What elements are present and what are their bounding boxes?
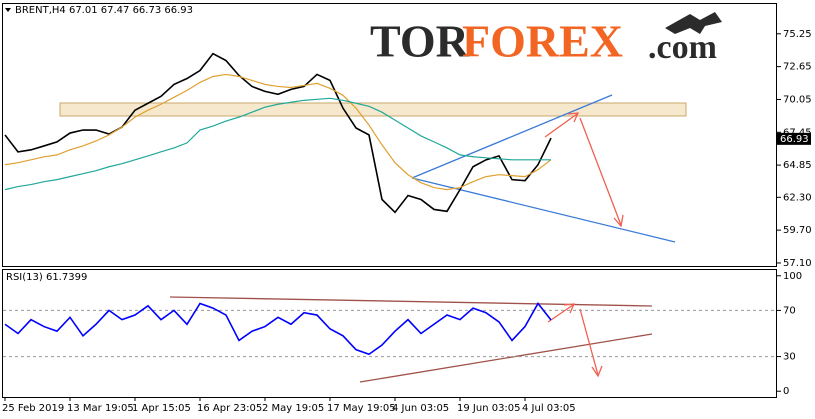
series-line — [4, 97, 551, 191]
watermark-tor: TOR — [370, 16, 470, 67]
y-tick-label: 75.25 — [783, 29, 812, 40]
watermark-forex: FOREX — [462, 16, 623, 67]
arrow — [579, 308, 599, 376]
y-tick-label: 67.45 — [783, 127, 812, 138]
x-tick-label: 13 Mar 19:05 — [67, 403, 134, 414]
series-line — [4, 302, 552, 356]
arrow — [547, 304, 574, 323]
main-panel — [2, 3, 777, 267]
last-price-box — [777, 132, 811, 145]
y-tick-label: 62.30 — [783, 192, 812, 203]
y-tick-label: 64.85 — [783, 160, 812, 171]
bull-logo — [665, 12, 722, 34]
y-tick-label: 72.65 — [783, 62, 812, 73]
y-tick-label: 70 — [783, 305, 796, 316]
x-tick-label: 4 Jun 03:05 — [392, 403, 449, 414]
y-tick-label: 59.70 — [783, 225, 812, 236]
y-tick-label: 57.10 — [783, 258, 812, 269]
rsi-title: RSI(13) 61.7399 — [6, 272, 87, 283]
x-tick-label: 4 Jul 03:05 — [522, 403, 576, 414]
watermark-com: .com — [648, 29, 717, 66]
series-line — [4, 73, 552, 191]
x-tick-label: 17 May 19:05 — [327, 403, 396, 414]
y-tick-label: 70.05 — [783, 94, 812, 105]
x-tick-label: 16 Apr 23:05 — [197, 403, 262, 414]
menu-triangle — [5, 8, 11, 12]
x-tick-label: 1 Apr 15:05 — [132, 403, 191, 414]
arrow-head — [563, 303, 576, 314]
annotations — [169, 94, 676, 383]
arrow — [544, 113, 578, 138]
arrow-head — [591, 365, 603, 378]
x-tick-label: 2 May 19:05 — [262, 403, 324, 414]
arrow-head — [613, 214, 624, 228]
y-tick-label: 30 — [783, 352, 796, 363]
trend-line — [359, 333, 653, 383]
arrow-head — [567, 112, 580, 123]
series-line — [4, 52, 552, 214]
resistance-zone — [59, 102, 687, 117]
x-tick-label: 25 Feb 2019 — [2, 403, 64, 414]
chart-title: BRENT,H4 67.01 67.47 66.73 66.93 — [15, 5, 193, 16]
arrow — [579, 117, 622, 226]
y-tick-label: 0 — [783, 386, 789, 397]
trend-line — [411, 94, 613, 179]
x-tick-label: 19 Jun 03:05 — [457, 403, 521, 414]
last-price-label: 66.93 — [780, 134, 809, 145]
rsi-panel — [2, 269, 777, 398]
y-tick-label: 100 — [783, 271, 802, 282]
watermark: TOR FOREX .com — [370, 12, 722, 67]
